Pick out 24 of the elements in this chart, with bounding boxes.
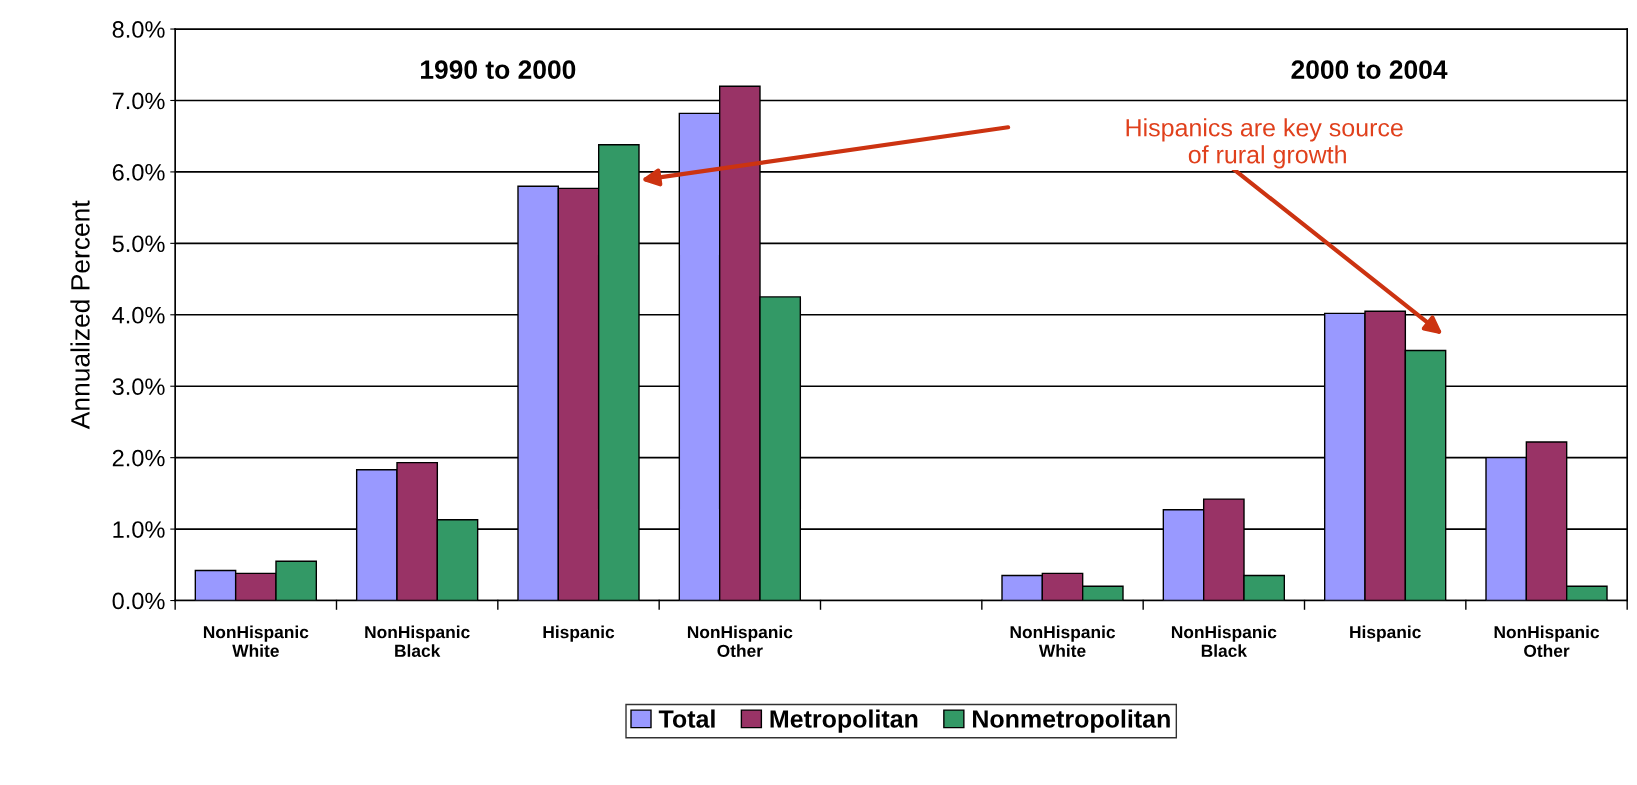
y-tick-label: 6.0% bbox=[112, 163, 165, 181]
x-tick-label: NonHispanic Other bbox=[1494, 625, 1600, 657]
y-tick-label: 5.0% bbox=[112, 235, 165, 253]
x-tick-label: Hispanic bbox=[543, 625, 615, 642]
x-tick-label: NonHispanic White bbox=[1010, 625, 1116, 657]
y-axis-title: Annualized Percent bbox=[70, 200, 90, 430]
annotation: 2000 to 2004 bbox=[1291, 60, 1448, 79]
y-tick-label: 7.0% bbox=[112, 92, 165, 110]
legend-label: Total bbox=[658, 709, 715, 728]
y-tick-label: 3.0% bbox=[112, 378, 165, 396]
y-tick-label: 1.0% bbox=[113, 521, 165, 538]
y-tick-label: 8.0% bbox=[112, 21, 165, 38]
x-tick-label: NonHispanic Other bbox=[687, 625, 793, 657]
x-tick-label: NonHispanic White bbox=[203, 625, 309, 657]
x-tick-label: NonHispanic Black bbox=[365, 625, 470, 657]
x-tick-label: NonHispanic Black bbox=[1171, 625, 1277, 657]
x-tick-label: Hispanic bbox=[1350, 625, 1421, 642]
y-tick-label: 4.0% bbox=[112, 306, 165, 324]
annotation: Hispanics are key source of rural growth bbox=[1126, 118, 1403, 169]
y-tick-label: 0.0% bbox=[112, 592, 165, 610]
legend-label: Metropolitan bbox=[770, 709, 918, 733]
legend-label: Nonmetropolitan bbox=[973, 709, 1170, 733]
annotation: 1990 to 2000 bbox=[421, 60, 576, 79]
y-tick-label: 2.0% bbox=[112, 449, 165, 467]
